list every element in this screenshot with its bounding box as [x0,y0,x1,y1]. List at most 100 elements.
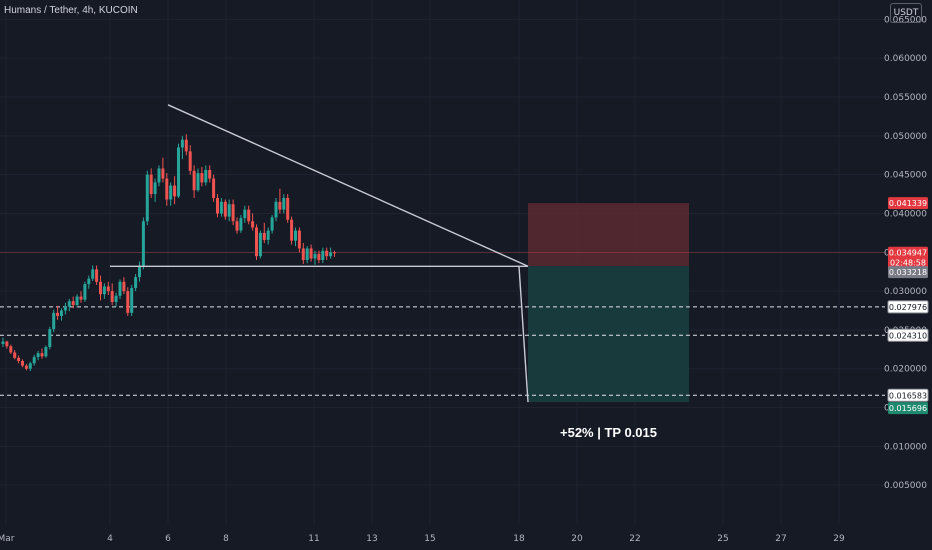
x-tick-label: 13 [366,534,377,544]
candle-body [141,221,145,266]
candle-body [270,217,274,231]
candle-body [56,312,60,316]
candle [231,199,235,226]
candle-body [282,197,286,210]
level-tag-text: 0.016583 [889,391,927,400]
x-tick-label: 25 [717,534,728,544]
candle [87,275,91,289]
candle [122,277,126,295]
candle-body [262,232,266,240]
candle-body [52,312,56,330]
candle-body [196,173,200,191]
candle [333,250,336,257]
candle [184,134,188,156]
candle-body [184,139,188,152]
candle [63,302,67,315]
x-tick-label: 6 [165,534,171,544]
target-annotation: +52% | TP 0.015 [560,425,657,440]
candle [196,168,200,192]
currency-button[interactable]: USDT [890,3,922,23]
x-tick-label: 15 [424,534,435,544]
candle [44,345,48,358]
candle [130,284,134,316]
candle-body [130,288,134,313]
candle [157,165,161,187]
candle [329,247,333,259]
level-tag: 0.027976 [887,300,929,314]
candle [258,230,262,259]
candle-body [157,168,161,183]
stop-price-tag-text: 0.041339 [889,199,927,208]
candle-body [145,174,149,222]
candle-body [44,347,48,357]
candle-body [99,281,102,295]
candle-body [255,227,258,257]
candle-body [21,360,24,366]
current-price-text: 0.034947 [889,249,927,258]
candle [208,165,212,183]
candle [79,291,83,303]
candles [1,134,336,372]
candle-body [83,284,87,300]
candle [266,227,270,245]
candle-body [102,286,106,295]
candle [161,157,165,183]
candle [262,222,266,243]
entry-price-tag: 0.033218 [888,266,928,279]
candle-body [106,286,110,292]
stop-price-tag-bg [888,197,928,210]
candle-body [32,357,36,364]
candle [325,247,329,261]
candle-body [278,201,282,210]
candle-body [297,230,301,249]
candle [149,168,153,198]
candle [40,348,44,359]
candle-body [216,197,219,214]
candle-body [219,201,223,214]
y-tick-label: 0.055000 [884,93,927,103]
y-tick-label: 0.010000 [884,442,927,452]
candle [305,246,309,264]
candle [216,194,219,218]
candle [138,261,141,282]
countdown-text: 02:48:58 [890,259,926,268]
candle [110,283,114,306]
candle-body [309,248,313,259]
candle [56,305,60,320]
candle-body [305,248,309,261]
candle-body [87,278,91,285]
candle [313,250,317,265]
candle-body [110,291,114,302]
level-tag-bg [887,388,929,402]
candle [317,250,321,264]
candle [60,308,63,321]
candle-body [204,170,208,183]
candle [309,244,313,262]
y-tick-label: 0.030000 [884,287,927,297]
y-tick-label: 0.060000 [884,54,927,64]
x-tick-label: 11 [308,534,319,544]
candle-body [9,346,13,353]
y-tick-label: 0.065000 [884,15,927,25]
candle-body [200,173,204,183]
grid [0,0,885,524]
candle-body [79,296,83,300]
candle [212,174,216,202]
candle [67,298,71,312]
candle-body [91,269,95,279]
candle-body [286,197,290,220]
candle [24,364,28,371]
candle [270,215,274,234]
candle [118,279,122,299]
level-tag: 0.016583 [887,388,929,402]
candle [290,216,294,245]
candle [180,135,184,160]
candle [21,359,24,368]
current-price-bg [888,246,928,269]
candle [141,217,145,270]
position-zones [528,203,689,403]
candle-body [28,363,32,369]
candle-body [227,204,231,217]
